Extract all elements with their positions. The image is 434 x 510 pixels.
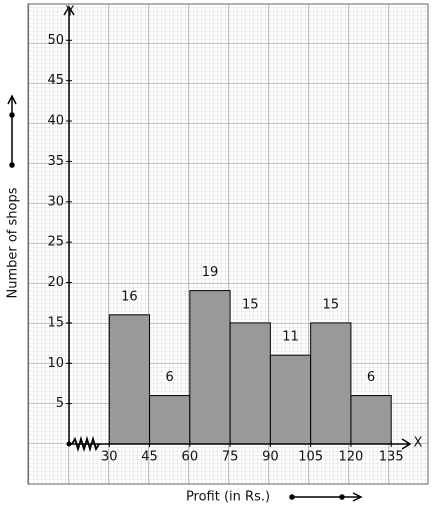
bar bbox=[350, 395, 392, 445]
x-tick-label: 75 bbox=[222, 450, 239, 465]
x-tick-label: 60 bbox=[182, 450, 199, 465]
y-axis-name: Y bbox=[65, 5, 74, 20]
bar bbox=[269, 354, 312, 445]
y-tick-label: 30 bbox=[47, 194, 64, 209]
x-arrow bbox=[401, 438, 412, 450]
y-tick-label: 40 bbox=[47, 114, 64, 129]
value-label: 6 bbox=[166, 370, 174, 385]
x-axis-label: Profit (in Rs.) bbox=[186, 490, 270, 505]
y-tick-label: 25 bbox=[47, 235, 64, 250]
x-tick-label: 120 bbox=[339, 450, 364, 465]
x-tick-label: 30 bbox=[101, 450, 118, 465]
plot-area bbox=[108, 290, 392, 445]
value-label: 16 bbox=[121, 289, 138, 304]
y-axis-label: Number of shops bbox=[6, 187, 21, 298]
value-label: 11 bbox=[282, 330, 299, 345]
bar bbox=[189, 290, 231, 445]
y-tick-label: 35 bbox=[47, 154, 64, 169]
bar bbox=[229, 322, 271, 445]
value-label: 15 bbox=[242, 297, 259, 312]
bar bbox=[108, 314, 151, 445]
x-tick-label: 90 bbox=[262, 450, 279, 465]
x-tick-label: 135 bbox=[379, 450, 404, 465]
value-label: 6 bbox=[367, 370, 375, 385]
x-tick-label: 45 bbox=[141, 450, 158, 465]
axis-break bbox=[71, 435, 100, 453]
decor-arrows bbox=[7, 94, 363, 502]
origin-dot bbox=[66, 441, 72, 447]
value-label: 19 bbox=[202, 265, 219, 280]
y-tick-label: 10 bbox=[47, 356, 64, 371]
y-tick-label: 20 bbox=[47, 275, 64, 290]
y-tick-label: 50 bbox=[47, 33, 64, 48]
y-tick-label: 5 bbox=[56, 396, 64, 411]
bar bbox=[149, 395, 191, 445]
y-arrow bbox=[63, 5, 75, 16]
value-label: 15 bbox=[323, 297, 340, 312]
y-tick-label: 15 bbox=[47, 315, 64, 330]
bar bbox=[310, 322, 352, 445]
y-tick-label: 45 bbox=[47, 73, 64, 88]
x-axis-name: X bbox=[414, 436, 423, 451]
x-tick-label: 105 bbox=[298, 450, 323, 465]
